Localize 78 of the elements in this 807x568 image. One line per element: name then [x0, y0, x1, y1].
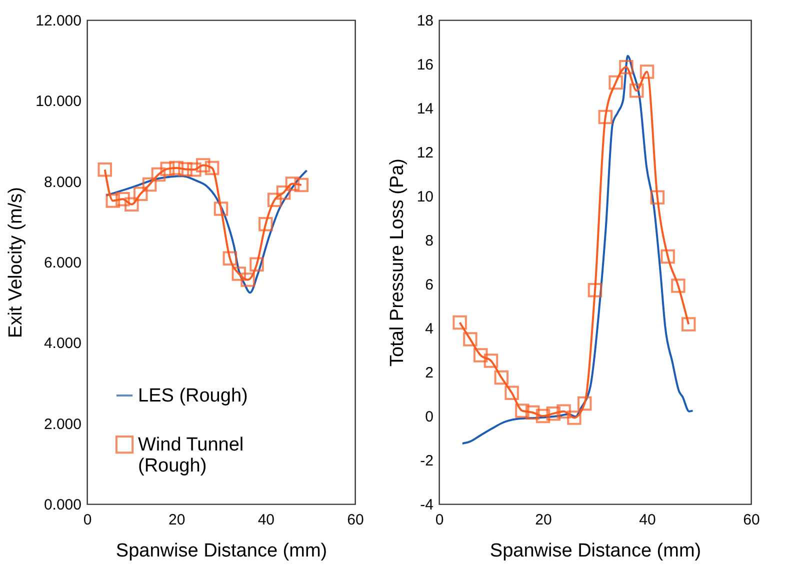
point [98, 162, 112, 177]
point [556, 404, 571, 419]
point [160, 162, 175, 176]
point [660, 249, 675, 264]
point [619, 60, 634, 74]
point [577, 396, 592, 411]
y-tick-label: 2.000 [44, 416, 82, 433]
point [294, 178, 309, 192]
point [258, 216, 273, 232]
x-tick-label: 40 [639, 512, 656, 528]
y-tick-label: 4.000 [44, 335, 82, 352]
x-tick-label: 40 [258, 512, 275, 528]
point [650, 190, 665, 204]
y-axis-title: Exit Velocity (m/s) [6, 187, 27, 338]
point [494, 370, 509, 385]
y-tick-label: 12 [416, 144, 434, 162]
point [681, 317, 696, 332]
y-tick-label: 6.000 [44, 254, 82, 272]
point [629, 83, 644, 98]
point [169, 160, 184, 176]
point [515, 404, 530, 418]
point [214, 202, 228, 216]
x-tick-label: 60 [743, 512, 760, 528]
x-tick-label: 60 [347, 512, 364, 528]
point [588, 283, 602, 298]
y-tick-label: 10.000 [36, 93, 82, 110]
point [240, 272, 255, 287]
x-tick-label: 20 [535, 512, 552, 528]
point [598, 110, 613, 124]
y-axis-title: Total Pressure Loss (Pa) [386, 158, 408, 367]
y-tick-label: 16 [416, 56, 434, 74]
y-tick-label: 0 [425, 408, 434, 426]
y-tick-label: 18 [416, 12, 434, 30]
point [504, 386, 519, 400]
point [142, 177, 157, 192]
point [124, 197, 139, 212]
point [285, 176, 300, 191]
point [608, 75, 623, 90]
point [267, 192, 282, 208]
x-axis-title: Spanwise Distance (mm) [490, 540, 702, 562]
point [222, 251, 238, 266]
y-tick-label: 14 [416, 100, 434, 118]
x-tick-label: 20 [168, 512, 186, 528]
legend-label: LES (Rough) [138, 386, 248, 406]
point [463, 332, 478, 346]
y-tick-label: 10 [416, 188, 434, 206]
x-axis-title: Spanwise Distance (mm) [116, 540, 328, 562]
x-tick-label: 0 [83, 512, 92, 528]
point [151, 167, 166, 182]
point [525, 405, 540, 420]
point [546, 406, 561, 421]
point [473, 348, 488, 362]
y-tick-label: 4 [425, 320, 434, 338]
point [106, 194, 120, 208]
y-tick-label: 12.000 [36, 12, 82, 30]
point [640, 64, 654, 79]
point [116, 192, 130, 206]
point [452, 315, 467, 330]
point [187, 162, 202, 177]
y-tick-label: 0.000 [44, 496, 82, 514]
legend-label: Wind Tunnel (Rough) [138, 434, 244, 476]
y-tick-label: 8 [425, 232, 434, 250]
point [133, 186, 148, 201]
point [484, 354, 498, 368]
point [671, 278, 686, 293]
y-tick-label: 8.000 [44, 174, 82, 191]
point [204, 160, 220, 176]
y-tick-label: -2 [420, 452, 434, 470]
point [567, 410, 582, 425]
y-tick-label: 6 [425, 276, 434, 294]
point [250, 257, 264, 272]
point [178, 162, 192, 176]
point [276, 186, 291, 200]
point [536, 408, 550, 424]
y-tick-label: 2 [425, 364, 434, 382]
point [232, 266, 246, 281]
point [196, 158, 210, 172]
y-tick-label: -4 [420, 496, 434, 514]
